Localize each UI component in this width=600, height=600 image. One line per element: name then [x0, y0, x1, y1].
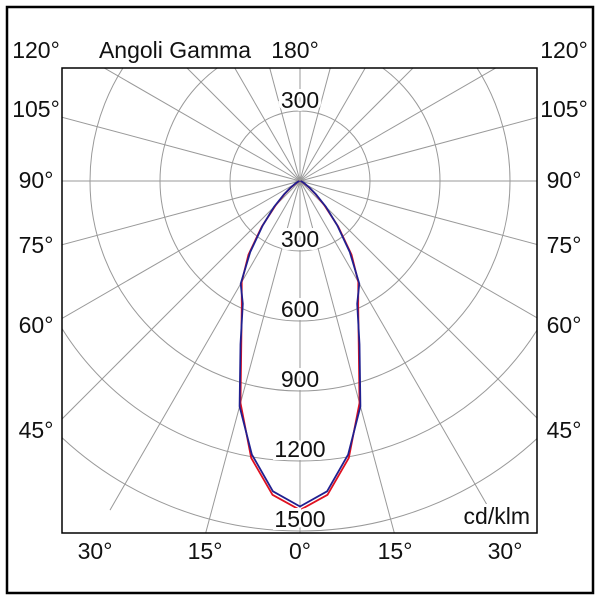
grid-spoke-135	[299, 68, 414, 182]
gamma-tick-bottom-1: 15°	[188, 538, 223, 564]
grid-spoke-30	[299, 180, 491, 511]
grid-spoke-45	[299, 180, 537, 419]
grid-spoke-330	[109, 180, 301, 511]
plot-frame	[61, 67, 538, 534]
radial-tick-1200: 1200	[274, 436, 325, 462]
grid-spoke-165	[299, 68, 331, 182]
intensity-curves	[238, 180, 362, 511]
radial-tick-1500: 1500	[274, 506, 325, 532]
grid-spoke-210	[234, 68, 301, 182]
gamma-tick-bottom-3: 15°	[378, 538, 413, 564]
gamma-tick-bottom-0: 30°	[78, 538, 113, 564]
gamma-tick-left-1: 105°	[12, 96, 60, 122]
gamma-tick-right-2: 90°	[547, 167, 582, 193]
grid-spoke-60	[299, 180, 537, 319]
curve-c90-c270-plane	[238, 180, 362, 508]
radial-tick-600: 600	[281, 296, 319, 322]
gamma-tick-left-0: 120°	[12, 37, 60, 63]
unit-label: cd/klm	[464, 503, 530, 529]
gamma-tick-left-3: 75°	[19, 232, 54, 258]
grid-spoke-240	[103, 68, 301, 182]
grid-spoke-300	[62, 180, 301, 319]
grid-spoke-315	[62, 180, 301, 420]
gamma-tick-left-5: 45°	[19, 417, 54, 443]
radial-tick-900: 900	[281, 366, 319, 392]
grid-spoke-345	[205, 180, 301, 533]
gamma-tick-right-4: 60°	[547, 312, 582, 338]
gamma-180-label: 180°	[271, 37, 319, 63]
radial-tick-upper-300: 300	[281, 87, 319, 113]
grid-spoke-15	[299, 180, 395, 533]
polar-grid	[62, 68, 537, 533]
gamma-tick-right-0: 120°	[540, 37, 588, 63]
grid-spoke-225	[186, 68, 301, 182]
gamma-tick-bottom-2: 0°	[289, 538, 311, 564]
gamma-tick-bottom-4: 30°	[488, 538, 523, 564]
axis-labels: 120° 120° 105° 105° 90° 90° 75° 75° 60° 60° 45° 45°…	[12, 37, 588, 564]
grid-spoke-150	[299, 68, 366, 182]
grid-spoke-285	[62, 180, 301, 246]
chart-title: Angoli Gamma	[99, 37, 251, 63]
grid-spoke-75	[299, 180, 537, 246]
gamma-tick-right-3: 75°	[547, 232, 582, 258]
gamma-tick-right-5: 45°	[547, 417, 582, 443]
grid-spoke-120	[299, 68, 497, 182]
grid-spoke-105	[299, 116, 537, 182]
grid-spoke-255	[62, 116, 301, 182]
gamma-tick-left-2: 90°	[19, 167, 54, 193]
gamma-tick-left-4: 60°	[19, 312, 54, 338]
radial-tick-300: 300	[281, 226, 319, 252]
gamma-tick-right-1: 105°	[540, 96, 588, 122]
grid-spoke-195	[269, 68, 301, 182]
